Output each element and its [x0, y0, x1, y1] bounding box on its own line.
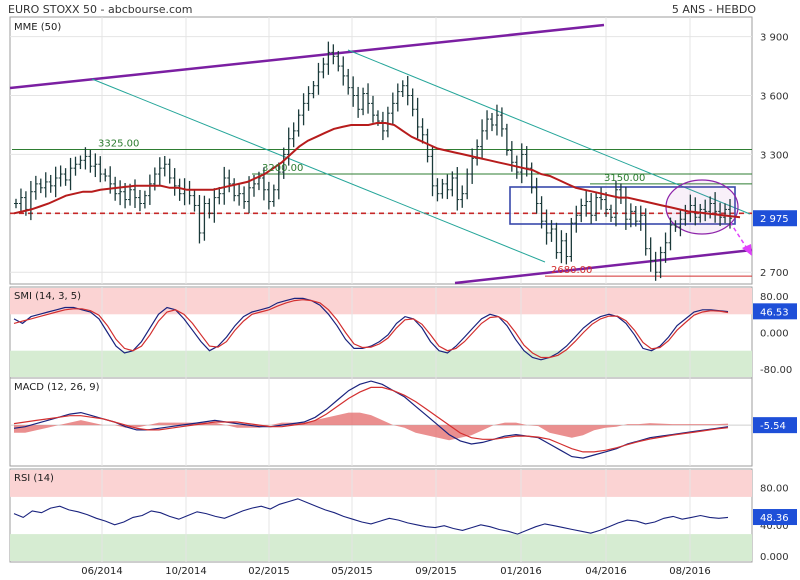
price-y-tick-label: 3 600: [760, 92, 789, 103]
x-tick-label: 04/2016: [585, 566, 627, 577]
smi-panel-title: SMI (14, 3, 5): [14, 291, 81, 302]
panel-price: [9, 16, 753, 285]
rsi-last-badge: [753, 509, 797, 526]
smi-oversold-zone: [10, 350, 752, 377]
channel-line-lower: [91, 78, 546, 263]
rsi-y-tick-label: 40.00: [760, 521, 789, 532]
rsi-line: [13, 498, 729, 535]
rsi-last-value: 48.36: [760, 513, 789, 524]
x-tick-label: 02/2015: [248, 566, 290, 577]
macd-panel-title: MACD (12, 26, 9): [14, 382, 100, 393]
price-last-value: 2 975: [760, 214, 789, 225]
focus-ellipse: [665, 179, 739, 235]
x-tick-label: 09/2015: [415, 566, 457, 577]
rsi-overbought-zone: [10, 470, 752, 497]
rsi-y-tick-label: 80.00: [760, 484, 789, 495]
lower-trendline: [454, 248, 753, 285]
smi-y-tick-label: -80.00: [760, 365, 792, 376]
price-y-tick-label: 3 900: [760, 33, 789, 44]
rsi-oversold-zone: [10, 534, 752, 561]
macd-last-value: -5.54: [760, 421, 786, 432]
price-y-tick-label: 3 300: [760, 150, 789, 161]
smi-overbought-zone: [10, 288, 752, 315]
smi-y-tick-label: 0.000: [760, 329, 789, 340]
projection-arrow-head: [742, 244, 752, 256]
macd-last-badge: [753, 417, 797, 434]
macd-line-0: [13, 380, 729, 459]
price-last-badge: [753, 210, 797, 227]
level-label: 3200.00: [262, 163, 303, 174]
level-label: 3150.00: [604, 173, 645, 184]
macd-histogram: [14, 412, 728, 441]
macd-line-1: [13, 386, 729, 453]
smi-y-tick-label: 80.00: [760, 292, 789, 303]
rsi-y-tick-label: 0.000: [760, 552, 789, 563]
level-label: 2680.00: [551, 265, 592, 276]
projection-arrow: [729, 221, 749, 251]
smi-line-1: [13, 299, 729, 359]
chart-header-left: EURO STOXX 50 - abcbourse.com: [8, 3, 193, 16]
smi-last-badge: [753, 303, 797, 320]
rsi-panel-title: RSI (14): [14, 473, 54, 484]
x-tick-label: 10/2014: [165, 566, 207, 577]
x-tick-label: 05/2015: [331, 566, 373, 577]
range-box: [509, 186, 736, 225]
ema-50-line: [13, 122, 741, 219]
upper-trendline: [9, 23, 605, 90]
smi-last-value: 46.53: [760, 307, 789, 318]
level-label: 3325.00: [98, 139, 139, 150]
price-y-tick-label: 2 700: [760, 268, 789, 279]
x-tick-label: 06/2014: [81, 566, 123, 577]
x-tick-label: 08/2016: [669, 566, 711, 577]
price-panel-title: MME (50): [14, 22, 61, 33]
chart-header-right: 5 ANS - HEBDO: [671, 3, 756, 16]
x-tick-label: 01/2016: [500, 566, 542, 577]
